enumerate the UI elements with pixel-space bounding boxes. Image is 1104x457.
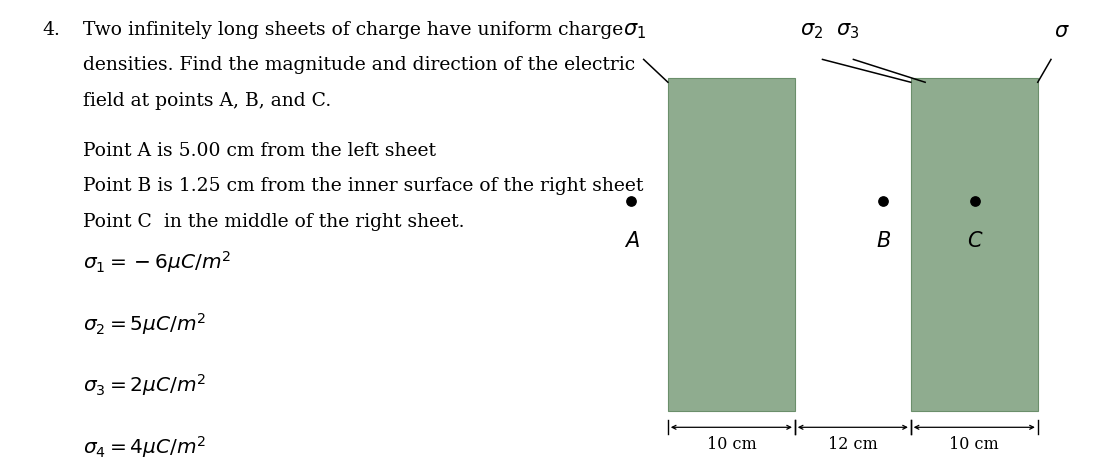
Text: Two infinitely long sheets of charge have uniform charge: Two infinitely long sheets of charge hav…: [83, 21, 623, 38]
Text: Point A is 5.00 cm from the left sheet: Point A is 5.00 cm from the left sheet: [83, 142, 436, 159]
Text: $C$: $C$: [967, 231, 983, 251]
Bar: [668, 78, 795, 411]
Text: $B$: $B$: [875, 231, 891, 251]
Text: 10 cm: 10 cm: [949, 436, 999, 452]
Text: $A$: $A$: [624, 231, 639, 251]
Text: Point B is 1.25 cm from the inner surface of the right sheet: Point B is 1.25 cm from the inner surfac…: [83, 177, 644, 195]
Point: [966, 197, 984, 205]
Bar: [911, 78, 1038, 411]
Text: 12 cm: 12 cm: [828, 436, 878, 452]
Point: [874, 197, 892, 205]
Text: $\sigma_3$: $\sigma_3$: [836, 21, 860, 41]
Text: 10 cm: 10 cm: [707, 436, 756, 452]
Text: $\sigma_4 = 4\mu C/m^2$: $\sigma_4 = 4\mu C/m^2$: [83, 434, 206, 457]
Text: $\sigma_1$: $\sigma_1$: [624, 21, 646, 41]
Text: 4.: 4.: [42, 21, 60, 38]
Text: field at points A, B, and C.: field at points A, B, and C.: [83, 92, 331, 110]
Text: Point C  in the middle of the right sheet.: Point C in the middle of the right sheet…: [83, 213, 465, 231]
Text: $\sigma$: $\sigma$: [1054, 22, 1070, 41]
Text: $\sigma_2$: $\sigma_2$: [800, 21, 822, 41]
Text: $\sigma_3 = 2\mu C/m^2$: $\sigma_3 = 2\mu C/m^2$: [83, 372, 206, 399]
Point: [623, 197, 640, 205]
Text: densities. Find the magnitude and direction of the electric: densities. Find the magnitude and direct…: [83, 56, 635, 74]
Text: $\sigma_2 = 5\mu C/m^2$: $\sigma_2 = 5\mu C/m^2$: [83, 311, 206, 337]
Text: $\sigma_1 = -6\mu C/m^2$: $\sigma_1 = -6\mu C/m^2$: [83, 249, 231, 275]
